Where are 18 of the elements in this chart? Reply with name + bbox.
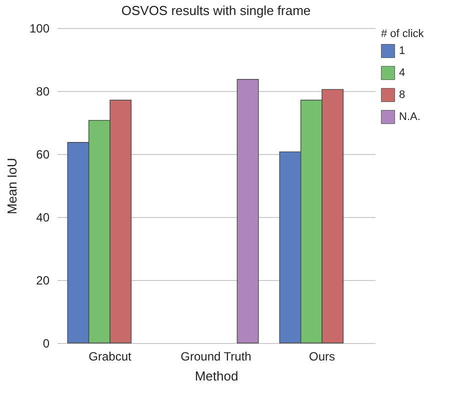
x-axis-title: Method — [194, 368, 238, 384]
bar — [236, 78, 259, 344]
legend-label: 4 — [399, 67, 406, 79]
legend-title: # of click — [381, 28, 424, 40]
legend-label: N.A. — [399, 111, 420, 123]
y-tick-label: 0 — [42, 336, 50, 350]
y-tick-label: 100 — [29, 22, 50, 36]
legend-label: 8 — [399, 89, 406, 101]
x-tick-label: Grabcut — [88, 350, 132, 364]
chart-title: OSVOS results with single frame — [121, 3, 311, 18]
x-tick-label: Ground Truth — [180, 350, 252, 364]
legend-label: 1 — [399, 45, 406, 57]
y-tick-label: 60 — [36, 148, 50, 162]
y-tick-label: 20 — [36, 274, 50, 288]
y-tick-label: 80 — [36, 84, 50, 98]
y-tick-label: 40 — [36, 210, 50, 224]
y-axis-title: Mean IoU — [4, 158, 20, 214]
x-tick-label: Ours — [308, 350, 336, 364]
